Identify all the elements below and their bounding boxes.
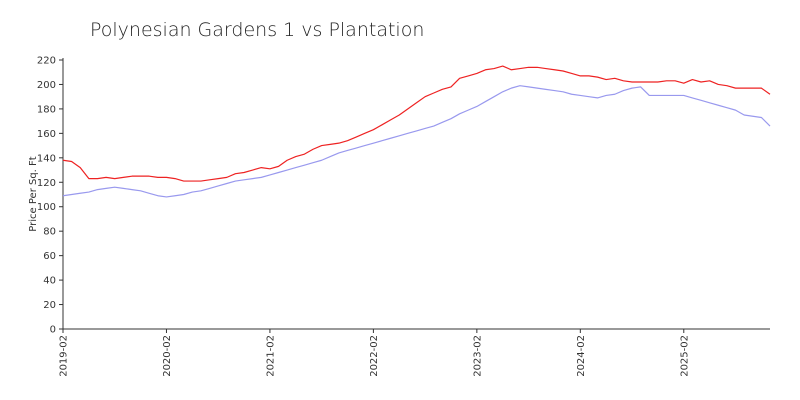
series-line-2 [62,85,771,198]
y-axis-label: Price Per Sq. Ft [28,156,39,231]
y-tick-label: 160 [37,129,56,140]
y-tick-label: 80 [43,227,56,238]
y-tick-label: 220 [37,56,56,67]
plot-area: 0 20 40 60 80 100 120 140 160 180 200 220 2019-02 202… [37,56,771,377]
y-tick-label: 180 [37,104,56,115]
y-tick-label: 120 [37,178,56,189]
x-tick-label: 2021-02 [265,335,276,377]
chart-title: Polynesian Gardens 1 vs Plantation [90,19,424,41]
x-tick-label: 2020-02 [162,335,173,377]
y-tick-label: 200 [37,80,56,91]
x-tick-label: 2024-02 [576,335,587,377]
series-line-1 [62,65,771,182]
y-tick-label: 140 [37,153,56,164]
y-tick-label: 20 [43,300,56,311]
x-tick-label: 2023-02 [472,335,483,377]
x-tick-label: 2019-02 [59,335,70,377]
x-tick-label: 2022-02 [369,335,380,377]
y-tick-label: 0 [50,325,56,336]
y-tick-label: 100 [37,202,56,213]
y-tick-label: 60 [43,251,56,262]
y-tick-label: 40 [43,276,56,287]
x-tick-label: 2025-02 [679,335,690,377]
